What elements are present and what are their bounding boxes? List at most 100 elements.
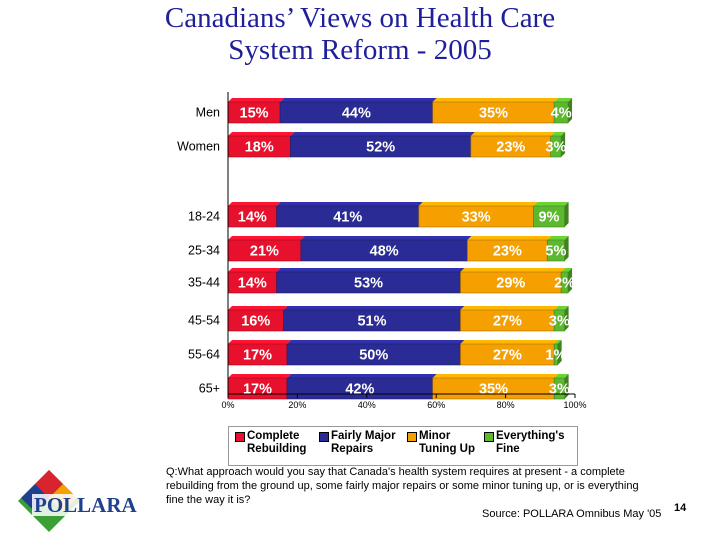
value-label: 21%	[250, 244, 279, 260]
value-label: 23%	[493, 244, 522, 260]
source-note: Source: POLLARA Omnibus May '05	[482, 508, 662, 520]
legend-swatch	[407, 432, 417, 442]
bar-segment-top	[300, 236, 472, 240]
value-label: 17%	[243, 348, 272, 364]
legend-label: Minor Tuning Up	[419, 430, 475, 455]
value-label: 48%	[370, 244, 399, 260]
x-tick-label: 80%	[497, 400, 515, 410]
value-label: 27%	[493, 348, 522, 364]
bar-segment-top	[418, 202, 538, 206]
value-label: 18%	[245, 140, 274, 156]
value-label: 9%	[538, 210, 559, 226]
bar-segment-top	[228, 340, 291, 344]
survey-question: Q:What approach would you say that Canad…	[166, 466, 639, 506]
value-label: 50%	[359, 348, 388, 364]
bar-segment	[553, 377, 565, 400]
bar-segment-top	[228, 132, 295, 136]
bar-segment-top	[554, 306, 569, 310]
bar-segment-top	[228, 306, 288, 310]
value-label: 42%	[345, 382, 374, 398]
bar-segment-top	[467, 236, 552, 240]
x-tick-label: 40%	[358, 400, 376, 410]
value-label: 16%	[241, 314, 270, 330]
category-label: 55-64	[188, 348, 220, 362]
bar-segment-top	[432, 374, 559, 378]
legend-label: Fairly Major Repairs	[331, 430, 396, 455]
legend-label: Complete Rebuilding	[247, 430, 307, 455]
value-label: 27%	[493, 314, 522, 330]
bar-segment-top	[286, 340, 465, 344]
value-label: 23%	[496, 140, 525, 156]
value-label: 4%	[551, 106, 572, 122]
value-label: 41%	[333, 210, 362, 226]
bar-segment-top	[280, 98, 437, 102]
bar-segment-top	[554, 374, 569, 378]
value-label: 3%	[549, 314, 570, 330]
logo-wordmark: POLLARA	[34, 493, 138, 517]
legend-item: Everything's Fine	[484, 430, 565, 456]
value-label: 1%	[545, 348, 566, 364]
value-label: 35%	[479, 106, 508, 122]
legend-item: Complete Rebuilding	[235, 430, 306, 456]
value-label: 52%	[366, 140, 395, 156]
legend-label: Everything's Fine	[496, 430, 565, 455]
bar-segment-side	[564, 236, 569, 261]
chart-legend: Complete Rebuilding Fairly Major Repairs M…	[228, 426, 578, 466]
bar-segment-top	[228, 236, 305, 240]
bar-segment-top	[533, 202, 569, 206]
bar-segment-top	[460, 268, 566, 272]
category-label: 18-24	[188, 210, 220, 224]
bar-segment-top	[460, 340, 559, 344]
value-label: 51%	[357, 314, 386, 330]
value-label: 3%	[549, 382, 570, 398]
bar-segment-side	[564, 202, 569, 227]
chart-title: Canadians’ Views on Health Care System R…	[0, 2, 720, 66]
bar-segment-top	[283, 306, 465, 310]
value-label: 3%	[545, 140, 566, 156]
bar-segment-top	[547, 236, 569, 240]
value-label: 2%	[554, 276, 575, 292]
bar-segment-top	[286, 374, 437, 378]
bar-segment	[546, 239, 565, 262]
bar-segment-top	[550, 132, 566, 136]
bar-segment-top	[470, 132, 555, 136]
x-tick-label: 100%	[563, 400, 586, 410]
category-label: 35-44	[188, 276, 220, 290]
bar-segment-top	[228, 98, 285, 102]
bar-segment-top	[276, 268, 465, 272]
value-label: 15%	[240, 106, 269, 122]
value-label: 35%	[479, 382, 508, 398]
bar-segment-top	[276, 202, 423, 206]
bar-segment-side	[557, 340, 562, 365]
category-label: 25-34	[188, 244, 220, 258]
x-tick-label: 20%	[288, 400, 306, 410]
bar-segment-side	[568, 98, 573, 123]
value-label: 17%	[243, 382, 272, 398]
legend-swatch	[319, 432, 329, 442]
legend-swatch	[484, 432, 494, 442]
category-label: Men	[196, 106, 220, 120]
pollara-logo: POLLARA	[18, 470, 146, 532]
legend-swatch	[235, 432, 245, 442]
legend-item: Fairly Major Repairs	[319, 430, 396, 456]
bar-segment	[553, 343, 558, 366]
bar-segment-side	[568, 268, 573, 293]
bar-segment-side	[564, 306, 569, 331]
bar-segment-top	[290, 132, 475, 136]
bar-segment	[553, 309, 565, 332]
bar-segment-top	[554, 340, 562, 344]
bar-segment-top	[561, 268, 573, 272]
value-label: 53%	[354, 276, 383, 292]
category-label: 45-54	[188, 314, 220, 328]
x-tick-label: 60%	[427, 400, 445, 410]
value-label: 33%	[462, 210, 491, 226]
bar-segment-top	[432, 98, 559, 102]
bar-segment-top	[228, 268, 281, 272]
bar-segment-side	[564, 374, 569, 399]
legend-item: Minor Tuning Up	[407, 430, 475, 456]
bar-segment-top	[460, 306, 559, 310]
bar-segment-side	[561, 132, 566, 157]
category-label: Women	[177, 140, 220, 154]
value-label: 14%	[238, 210, 267, 226]
